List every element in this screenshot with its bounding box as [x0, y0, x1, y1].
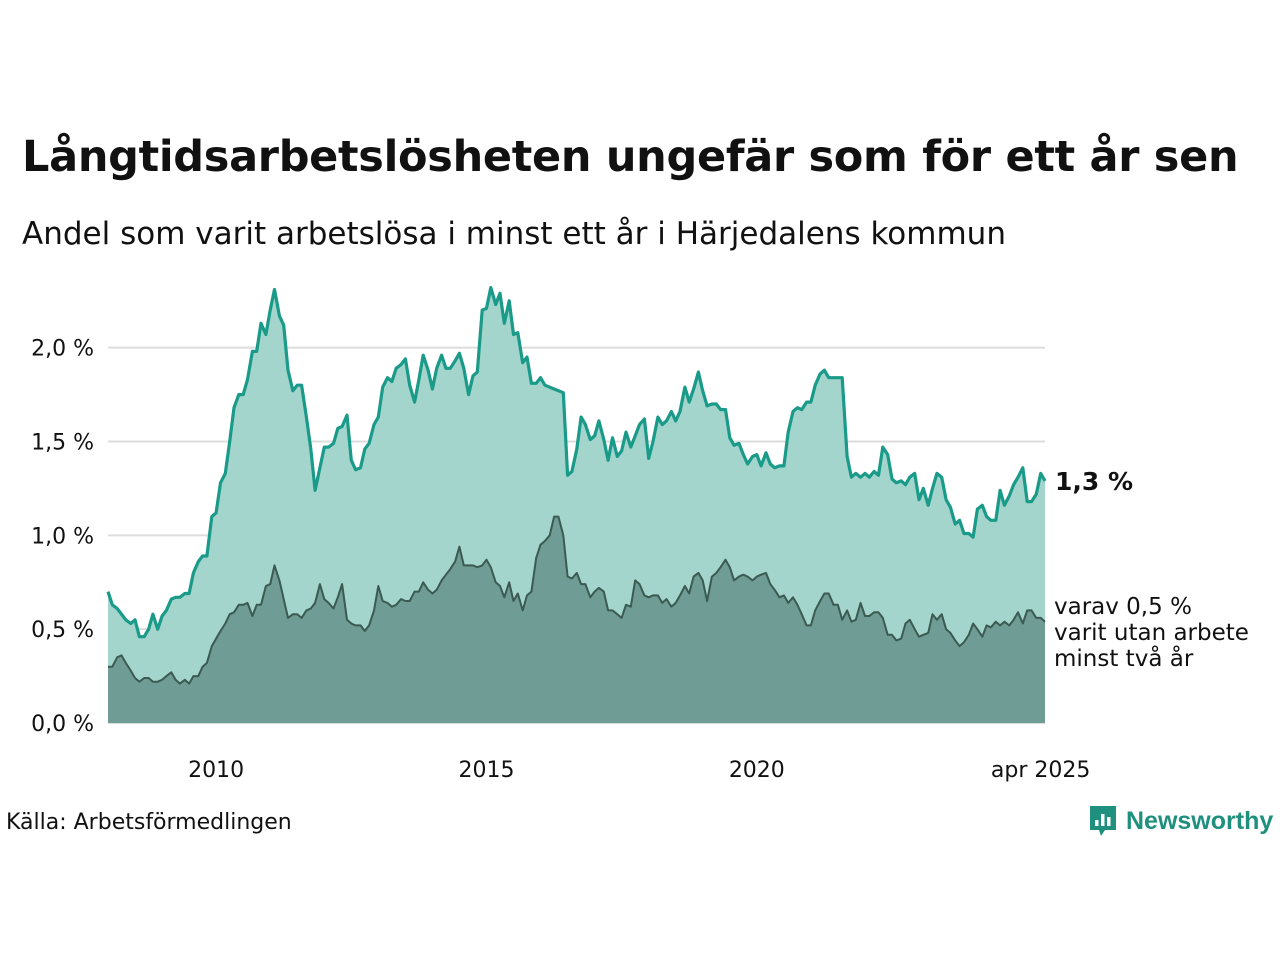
- series-line-minst_ett_ar: [106, 286, 1047, 639]
- end-label-minst-ett-ar: 1,3 %: [1055, 467, 1133, 496]
- source-credit: Källa: Arbetsförmedlingen: [6, 810, 292, 835]
- end-label-minst-tva-ar-line: minst två år: [1054, 644, 1194, 672]
- x-tick-label: 2010: [188, 758, 244, 783]
- x-tick-label: apr 2025: [991, 758, 1090, 783]
- area-chart: 0,0 % 0,5 % 1,0 % 1,5 % 2,0 % 2010 2015 2020 apr…: [31, 286, 1249, 783]
- bar-chart-speech-bubble-icon: [1090, 806, 1116, 836]
- x-tick-label: 2015: [458, 758, 514, 783]
- y-tick-label: 1,0 %: [31, 524, 94, 549]
- series-line-minst_tva_ar: [108, 515, 1046, 685]
- chart-title: Långtidsarbetslösheten ungefär som för e…: [22, 132, 1239, 182]
- brand-name: Newsworthy: [1126, 806, 1274, 835]
- x-tick-label: 2020: [729, 758, 785, 783]
- y-tick-label: 0,5 %: [31, 618, 94, 643]
- area-layer: [106, 286, 1047, 723]
- chart-subtitle: Andel som varit arbetslösa i minst ett å…: [22, 216, 1006, 252]
- end-label-minst-tva-ar-line: varav 0,5 %: [1054, 594, 1192, 620]
- y-tick-label: 2,0 %: [31, 337, 94, 362]
- area-minst_tva_ar: [108, 516, 1045, 723]
- y-tick-label: 0,0 %: [31, 712, 94, 737]
- end-label-minst-tva-ar-line: varit utan arbete: [1054, 620, 1249, 646]
- brand-logo: Newsworthy: [1088, 804, 1273, 838]
- y-tick-label: 1,5 %: [31, 431, 94, 456]
- axis-labels: 0,0 % 0,5 % 1,0 % 1,5 % 2,0 % 2010 2015 2020 apr…: [31, 337, 1090, 783]
